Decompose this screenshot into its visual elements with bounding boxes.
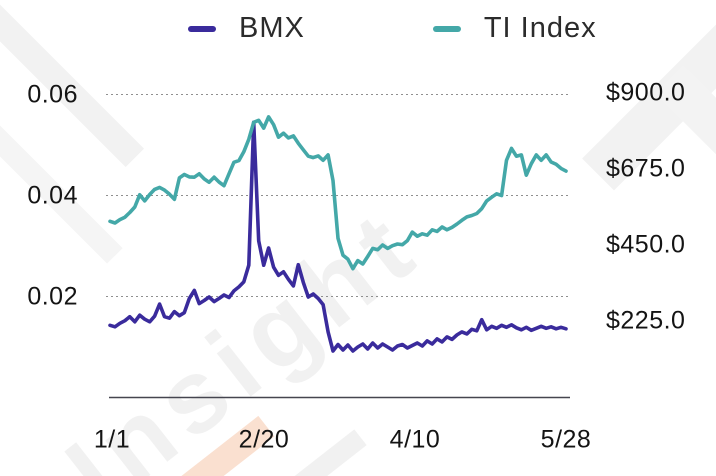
legend: BMX TI Index [188, 12, 597, 45]
x-axis-tick: 1/1 [93, 425, 131, 454]
y-axis-right-tick: $675.0 [606, 154, 686, 183]
y-axis-right-tick: $225.0 [606, 306, 686, 335]
bmx-series-label: BMX [239, 12, 305, 44]
y-axis-left-tick: 0.04 [27, 181, 78, 209]
y-axis-right-tick: $900.0 [606, 78, 686, 107]
y-axis-left-tick: 0.02 [27, 282, 78, 310]
ti-index-series-label: TI Index [483, 12, 597, 44]
bmx-series-swatch [188, 25, 216, 32]
ti-index-series-swatch [432, 25, 461, 32]
series-line-ti-index [108, 115, 568, 271]
legend-item-ti-index[interactable]: TI Index [432, 12, 597, 45]
y-axis-left-tick: 0.06 [27, 80, 78, 108]
legend-item-bmx[interactable]: BMX [188, 12, 305, 45]
series-line-bmx [108, 120, 568, 353]
x-axis-tick: 2/20 [238, 425, 290, 454]
x-axis-tick: 5/28 [540, 425, 592, 454]
x-axis-tick: 4/10 [389, 425, 441, 454]
y-axis-right-tick: $450.0 [606, 230, 686, 259]
